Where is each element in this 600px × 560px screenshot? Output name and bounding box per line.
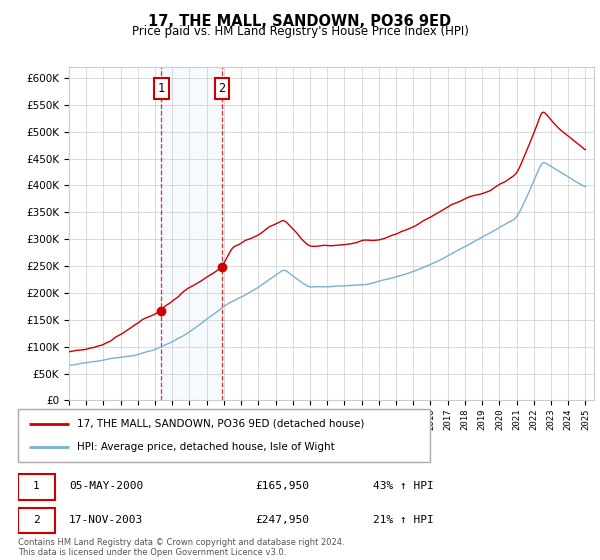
Text: HPI: Average price, detached house, Isle of Wight: HPI: Average price, detached house, Isle… [77, 442, 335, 452]
Text: 05-MAY-2000: 05-MAY-2000 [69, 482, 143, 492]
Text: £165,950: £165,950 [255, 482, 309, 492]
Bar [161, 67, 222, 400]
Text: 1: 1 [158, 82, 165, 95]
Text: Contains HM Land Registry data © Crown copyright and database right 2024.
This d: Contains HM Land Registry data © Crown c… [18, 538, 344, 557]
FancyBboxPatch shape [18, 474, 55, 500]
Text: 21% ↑ HPI: 21% ↑ HPI [373, 515, 434, 525]
FancyBboxPatch shape [18, 508, 55, 534]
Text: 2: 2 [32, 515, 40, 525]
Text: 1: 1 [32, 482, 40, 492]
Text: 2: 2 [218, 82, 226, 95]
Text: 17, THE MALL, SANDOWN, PO36 9ED (detached house): 17, THE MALL, SANDOWN, PO36 9ED (detache… [77, 419, 365, 429]
Text: 17-NOV-2003: 17-NOV-2003 [69, 515, 143, 525]
Text: 17, THE MALL, SANDOWN, PO36 9ED: 17, THE MALL, SANDOWN, PO36 9ED [148, 14, 452, 29]
Text: Price paid vs. HM Land Registry's House Price Index (HPI): Price paid vs. HM Land Registry's House … [131, 25, 469, 38]
FancyBboxPatch shape [18, 409, 430, 462]
Text: £247,950: £247,950 [255, 515, 309, 525]
Text: 43% ↑ HPI: 43% ↑ HPI [373, 482, 434, 492]
